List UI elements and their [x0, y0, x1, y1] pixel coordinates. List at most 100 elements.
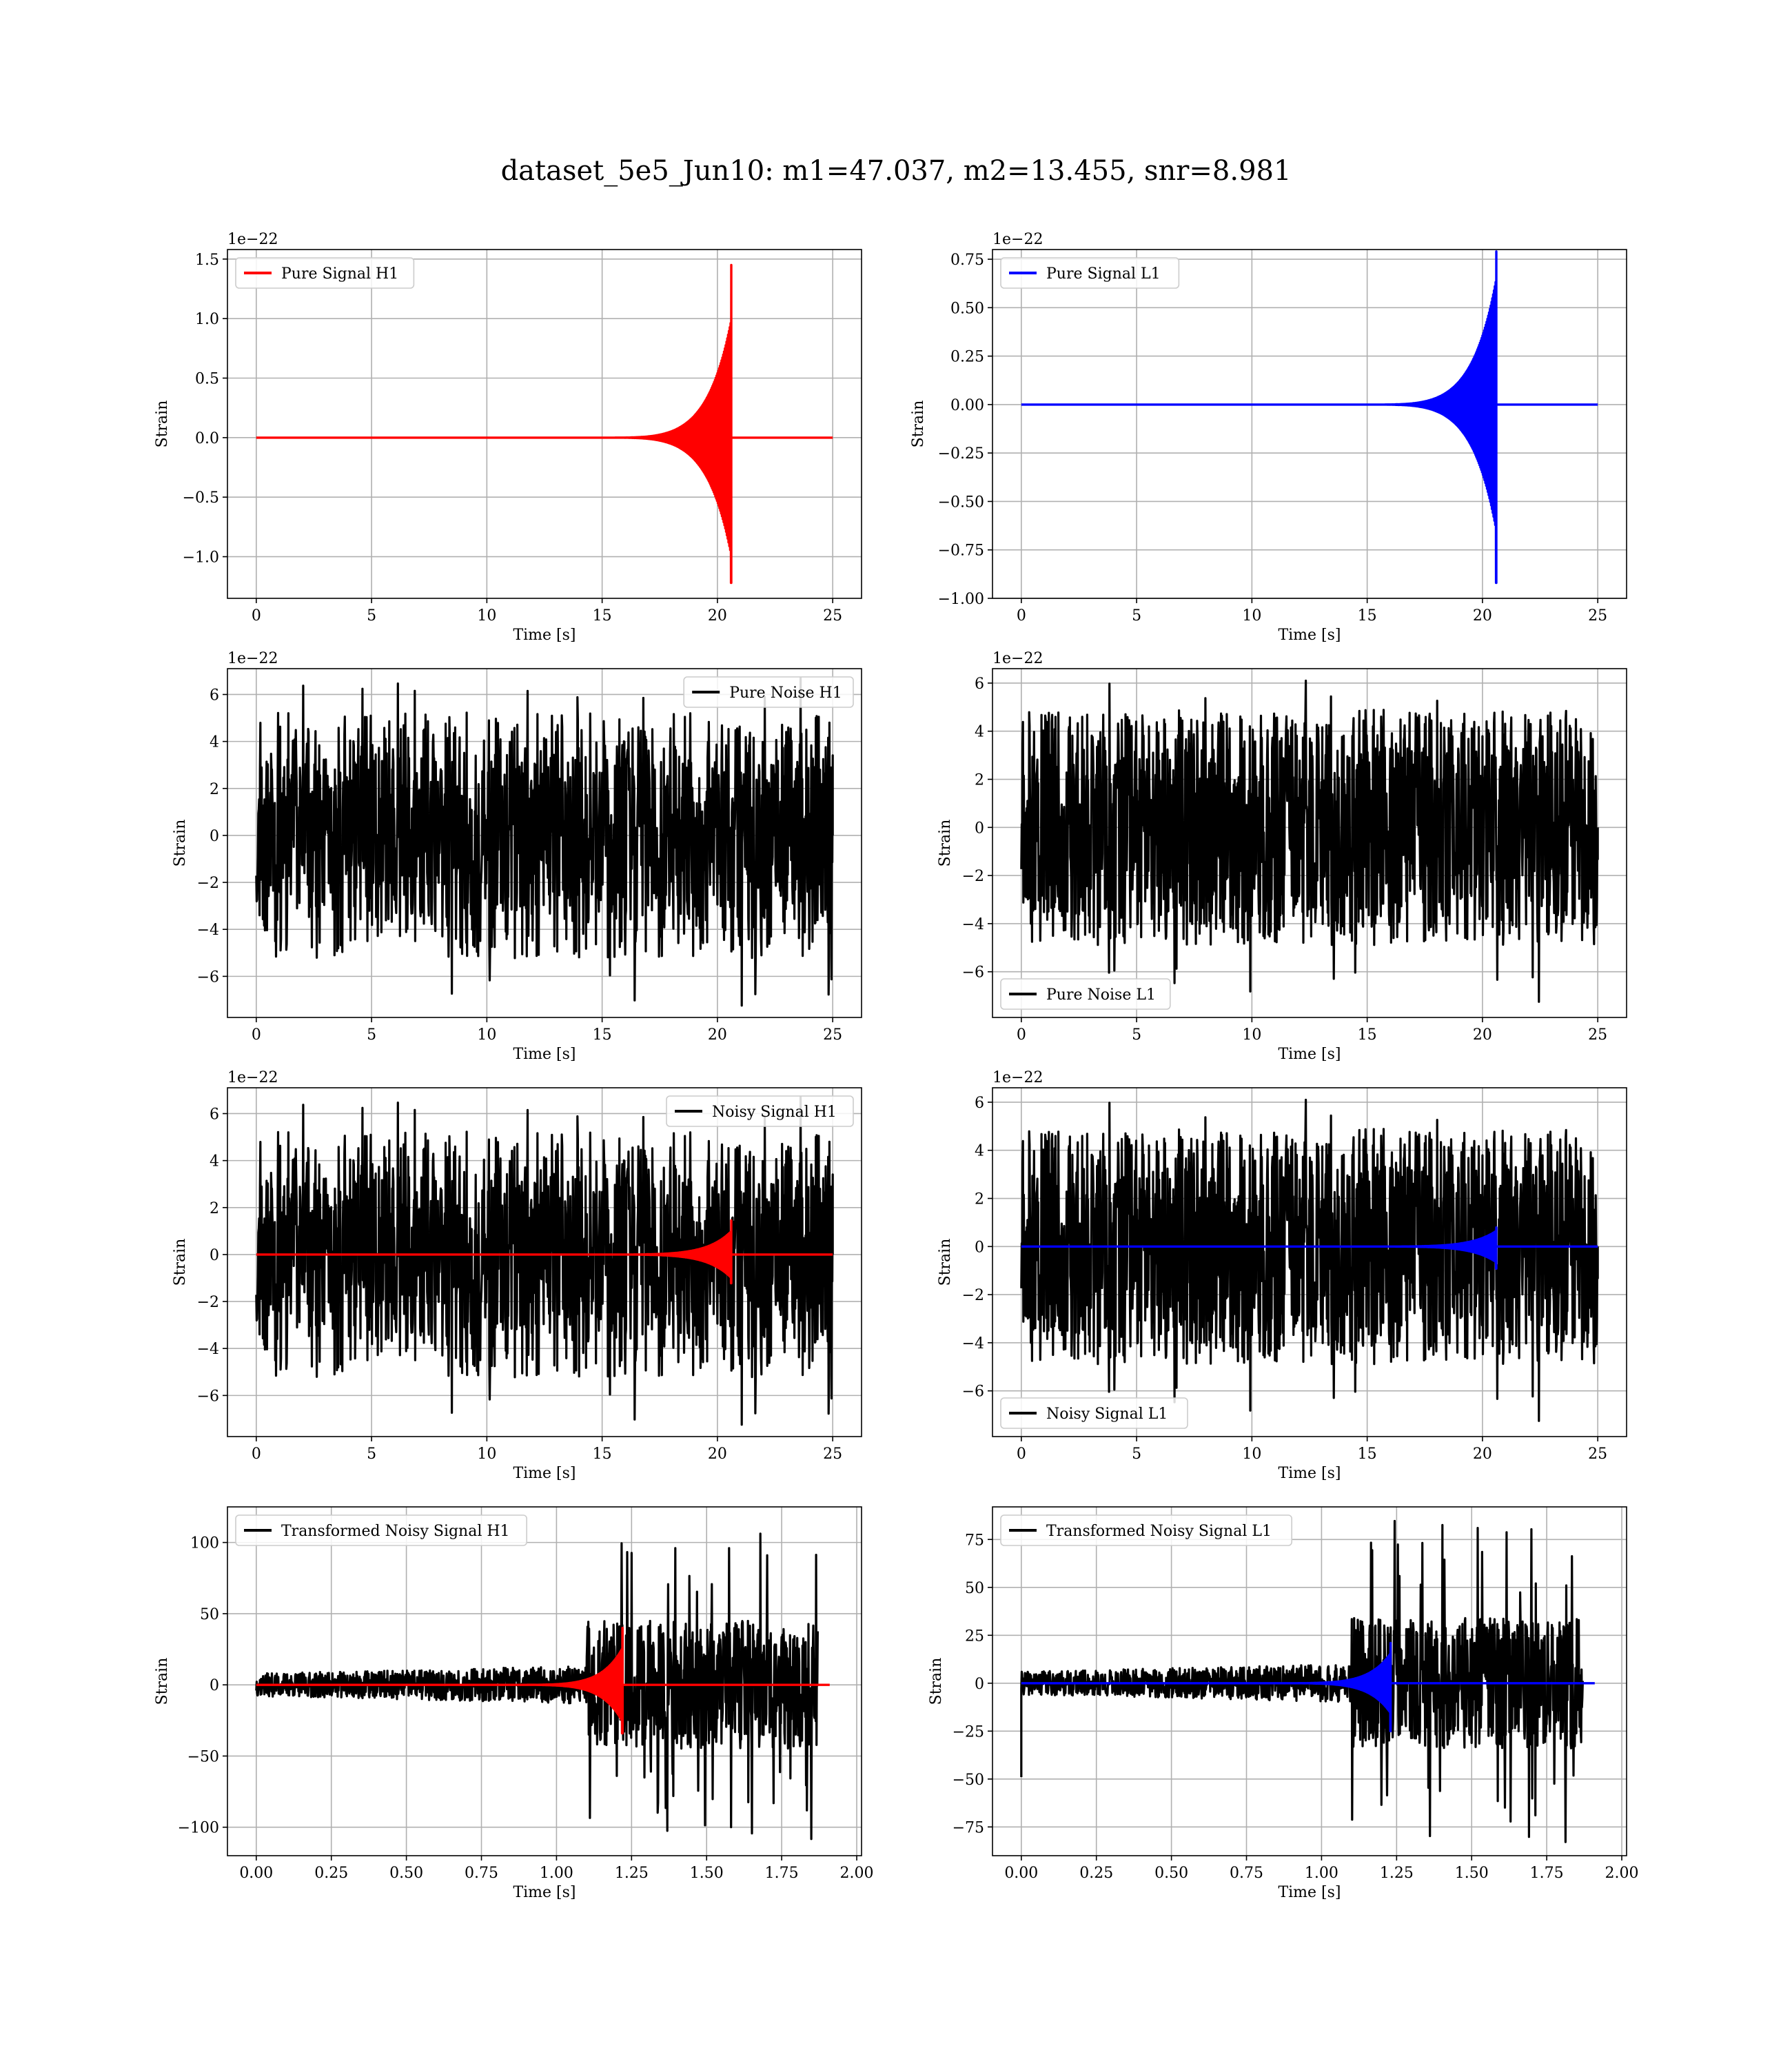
y-tick-label: 0 — [975, 1676, 984, 1693]
x-tick-label: 1.50 — [690, 1865, 724, 1882]
y-tick-label: −6 — [197, 969, 219, 986]
offset-text: 1e−22 — [227, 1069, 278, 1086]
y-tick-label: −75 — [953, 1819, 984, 1836]
series-line — [255, 1532, 819, 1841]
series-line — [255, 1096, 834, 1426]
legend: Transformed Noisy Signal H1 — [235, 1514, 528, 1546]
y-tick-label: −4 — [197, 922, 219, 939]
y-tick-label: −4 — [962, 916, 984, 933]
y-tick-label: 1.5 — [195, 252, 219, 269]
x-axis-label: Time [s] — [1278, 1884, 1341, 1901]
subplot-pure-signal-l1: 0 5 10 15 20 25 −1.00 −0.75 −0.50 −0.25 0.00 0.25 0.… — [910, 231, 1627, 644]
x-tick-label: 0.50 — [389, 1865, 423, 1882]
axes-frame — [227, 668, 862, 1018]
offset-text: 1e−22 — [992, 1069, 1043, 1086]
plot-area — [255, 1532, 831, 1841]
series-line — [255, 1626, 831, 1735]
plot-area — [255, 1096, 834, 1426]
x-tick-label: 0 — [1017, 1026, 1026, 1044]
y-tick-label: −4 — [962, 1335, 984, 1352]
x-tick-label: 20 — [708, 1446, 727, 1463]
x-tick-label: 10 — [1242, 1446, 1261, 1463]
plot-area — [1020, 1519, 1596, 1843]
axes-frame — [227, 1087, 862, 1437]
x-axis-label: Time [s] — [513, 627, 576, 644]
legend-label: Noisy Signal H1 — [712, 1104, 837, 1121]
y-tick-label: 0 — [975, 820, 984, 837]
x-tick-label: 0.50 — [1154, 1865, 1188, 1882]
y-tick-label: 6 — [975, 676, 984, 693]
axes-frame — [992, 1506, 1627, 1856]
plot-area — [255, 677, 834, 1007]
y-tick-label: 0 — [210, 828, 219, 845]
x-tick-label: 25 — [1588, 1446, 1607, 1463]
y-tick-label: −2 — [197, 875, 219, 892]
subplot-transformed-noisy-signal-h1: 0.00 0.25 0.50 0.75 1.00 1.25 1.50 1.75 2.00 −100… — [154, 1506, 874, 1901]
x-tick-label: 25 — [1588, 1026, 1607, 1044]
y-axis-label: Strain — [154, 401, 171, 448]
legend: Noisy Signal H1 — [666, 1095, 854, 1127]
x-tick-label: 15 — [1358, 607, 1377, 625]
series-line — [1020, 250, 1599, 585]
y-tick-label: −2 — [197, 1294, 219, 1311]
x-tick-label: 20 — [1473, 1026, 1492, 1044]
legend-box — [1000, 1397, 1188, 1429]
y-tick-label: 25 — [965, 1628, 984, 1645]
x-tick-label: 25 — [1588, 607, 1607, 625]
plot-area — [1020, 679, 1599, 1003]
x-tick-label: 15 — [1358, 1026, 1377, 1044]
x-tick-label: 25 — [823, 1026, 842, 1044]
x-tick-label: 5 — [1132, 1026, 1141, 1044]
legend-box — [235, 257, 415, 289]
y-tick-label: 0 — [210, 1677, 219, 1694]
figure-title: dataset_5e5_Jun10: m1=47.037, m2=13.455,… — [500, 155, 1292, 187]
y-tick-label: 50 — [200, 1606, 219, 1623]
y-tick-label: 6 — [210, 1106, 219, 1123]
y-tick-label: 0.25 — [950, 349, 984, 366]
x-tick-label: 15 — [593, 1446, 612, 1463]
legend-box — [666, 1095, 854, 1127]
offset-text: 1e−22 — [227, 231, 278, 248]
y-tick-label: −2 — [962, 1287, 984, 1304]
x-tick-label: 10 — [477, 607, 496, 625]
series-line — [1020, 1226, 1599, 1270]
offset-text: 1e−22 — [992, 650, 1043, 667]
axes-frame — [992, 668, 1627, 1018]
x-tick-label: 15 — [593, 607, 612, 625]
x-tick-label: 0.00 — [1004, 1865, 1038, 1882]
x-axis-label: Time [s] — [1278, 627, 1341, 644]
x-tick-label: 1.25 — [1380, 1865, 1414, 1882]
x-axis-label: Time [s] — [1278, 1465, 1341, 1482]
x-tick-label: 0 — [1017, 1446, 1026, 1463]
x-tick-label: 20 — [708, 607, 727, 625]
y-tick-label: 0.50 — [950, 300, 984, 317]
x-axis-label: Time [s] — [513, 1046, 576, 1063]
y-tick-label: −25 — [953, 1723, 984, 1741]
legend-box — [235, 1514, 528, 1546]
legend-box — [683, 676, 854, 708]
subplot-transformed-noisy-signal-l1: 0.00 0.25 0.50 0.75 1.00 1.25 1.50 1.75 2.00 −75 −… — [928, 1506, 1639, 1901]
x-tick-label: 10 — [477, 1026, 496, 1044]
x-tick-label: 5 — [367, 1026, 376, 1044]
x-axis-label: Time [s] — [1278, 1046, 1341, 1063]
legend-label: Noisy Signal L1 — [1046, 1406, 1168, 1423]
y-tick-label: −6 — [962, 964, 984, 982]
legend: Pure Noise L1 — [1000, 978, 1171, 1010]
plot-area — [1020, 1098, 1599, 1422]
x-tick-label: 1.75 — [765, 1865, 799, 1882]
plot-area — [1020, 250, 1599, 585]
y-tick-label: −1.00 — [938, 591, 984, 608]
y-tick-label: −0.5 — [183, 489, 219, 507]
series-line — [255, 677, 834, 1007]
y-tick-label: −0.25 — [938, 445, 984, 463]
plot-area — [255, 263, 834, 585]
x-tick-label: 1.00 — [1305, 1865, 1338, 1882]
x-tick-label: 25 — [823, 607, 842, 625]
offset-text: 1e−22 — [992, 231, 1043, 248]
x-tick-label: 0.25 — [1079, 1865, 1113, 1882]
axes-frame — [227, 249, 862, 599]
legend-label: Pure Signal L1 — [1046, 265, 1161, 283]
x-tick-label: 0.25 — [314, 1865, 348, 1882]
legend-box — [1000, 1514, 1293, 1546]
y-tick-label: 0.00 — [950, 397, 984, 414]
